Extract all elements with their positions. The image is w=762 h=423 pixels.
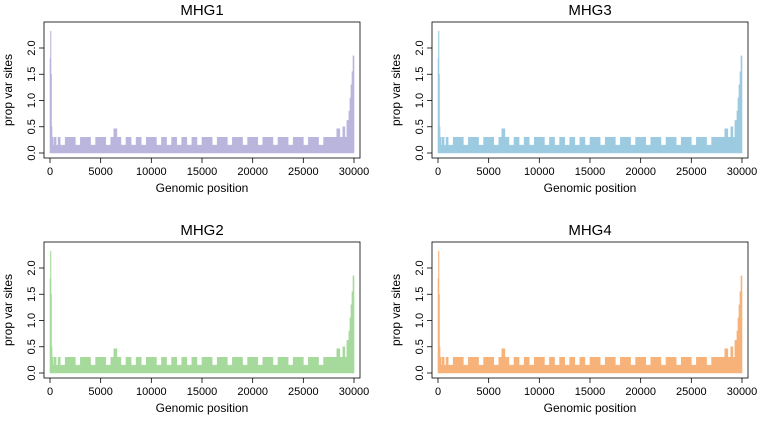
panel-mhg2: MHG2 0 5000 10000 15000 20000 25000 30000 0.0 0.5…	[1, 222, 369, 415]
y-tick-label: 2.0	[414, 260, 426, 275]
y-axis-label: prop var sites	[389, 274, 403, 346]
x-tick-label: 10000	[136, 166, 167, 178]
y-axis-label: prop var sites	[1, 274, 15, 346]
panel-title: MHG1	[180, 2, 223, 19]
panel-title: MHG3	[568, 2, 611, 19]
x-tick-label: 0	[47, 386, 53, 398]
y-tick-label: 0.5	[414, 339, 426, 354]
x-tick-label: 15000	[575, 166, 606, 178]
y-tick-label: 1.0	[414, 313, 426, 328]
data-series-area	[437, 250, 743, 374]
y-tick-label: 1.0	[414, 93, 426, 108]
y-tick-label: 0.0	[26, 365, 38, 380]
x-tick-label: 20000	[237, 386, 268, 398]
panel-mhg4: MHG4 0 5000 10000 15000 20000 25000 30000 0.0 0.5…	[389, 222, 757, 415]
x-tick-label: 5000	[476, 386, 500, 398]
x-tick-label: 5000	[88, 166, 112, 178]
y-tick-label: 1.0	[26, 93, 38, 108]
x-tick-label: 0	[435, 166, 441, 178]
x-tick-label: 25000	[288, 166, 319, 178]
x-tick-label: 0	[47, 166, 53, 178]
y-tick-label: 0.5	[26, 339, 38, 354]
y-tick-label: 2.0	[26, 260, 38, 275]
y-axis-label: prop var sites	[389, 54, 403, 126]
x-tick-label: 15000	[187, 386, 218, 398]
x-tick-label: 10000	[524, 166, 555, 178]
x-tick-label: 15000	[187, 166, 218, 178]
x-tick-label: 25000	[288, 386, 319, 398]
panel-title: MHG2	[180, 222, 223, 239]
y-axis-label: prop var sites	[1, 54, 15, 126]
x-tick-label: 20000	[625, 166, 656, 178]
x-tick-label: 5000	[476, 166, 500, 178]
data-series-area	[49, 30, 355, 154]
data-series-area	[49, 250, 355, 374]
x-axis-label: Genomic position	[156, 181, 249, 195]
y-tick-label: 0.0	[414, 145, 426, 160]
panel-title: MHG4	[568, 222, 611, 239]
x-tick-label: 10000	[136, 386, 167, 398]
x-tick-label: 20000	[625, 386, 656, 398]
y-tick-label: 2.0	[26, 40, 38, 55]
y-tick-label: 0.5	[26, 119, 38, 134]
panel-mhg3: MHG3 0 5000 10000 15000 20000 25000 30000 0.0 0.5…	[389, 2, 757, 195]
y-tick-label: 2.0	[414, 40, 426, 55]
x-tick-label: 15000	[575, 386, 606, 398]
y-tick-label: 1.0	[26, 313, 38, 328]
x-tick-label: 0	[435, 386, 441, 398]
x-axis-label: Genomic position	[544, 401, 637, 415]
x-axis-label: Genomic position	[156, 401, 249, 415]
y-tick-label: 1.5	[26, 287, 38, 302]
y-tick-label: 1.5	[414, 67, 426, 82]
y-tick-label: 0.5	[414, 119, 426, 134]
y-tick-label: 0.0	[414, 365, 426, 380]
x-tick-label: 5000	[88, 386, 112, 398]
x-tick-label: 30000	[339, 166, 370, 178]
y-tick-label: 1.5	[26, 67, 38, 82]
x-tick-label: 30000	[339, 386, 370, 398]
data-series-area	[437, 30, 743, 154]
x-tick-label: 25000	[676, 386, 707, 398]
x-tick-label: 10000	[524, 386, 555, 398]
y-tick-label: 1.5	[414, 287, 426, 302]
panel-mhg1: MHG1 0 5000 10000 15000 20000 25000 30000 0.0 0.5…	[1, 2, 369, 195]
y-tick-label: 0.0	[26, 145, 38, 160]
x-axis-label: Genomic position	[544, 181, 637, 195]
x-tick-label: 30000	[727, 166, 758, 178]
x-tick-label: 25000	[676, 166, 707, 178]
x-tick-label: 30000	[727, 386, 758, 398]
x-tick-label: 20000	[237, 166, 268, 178]
